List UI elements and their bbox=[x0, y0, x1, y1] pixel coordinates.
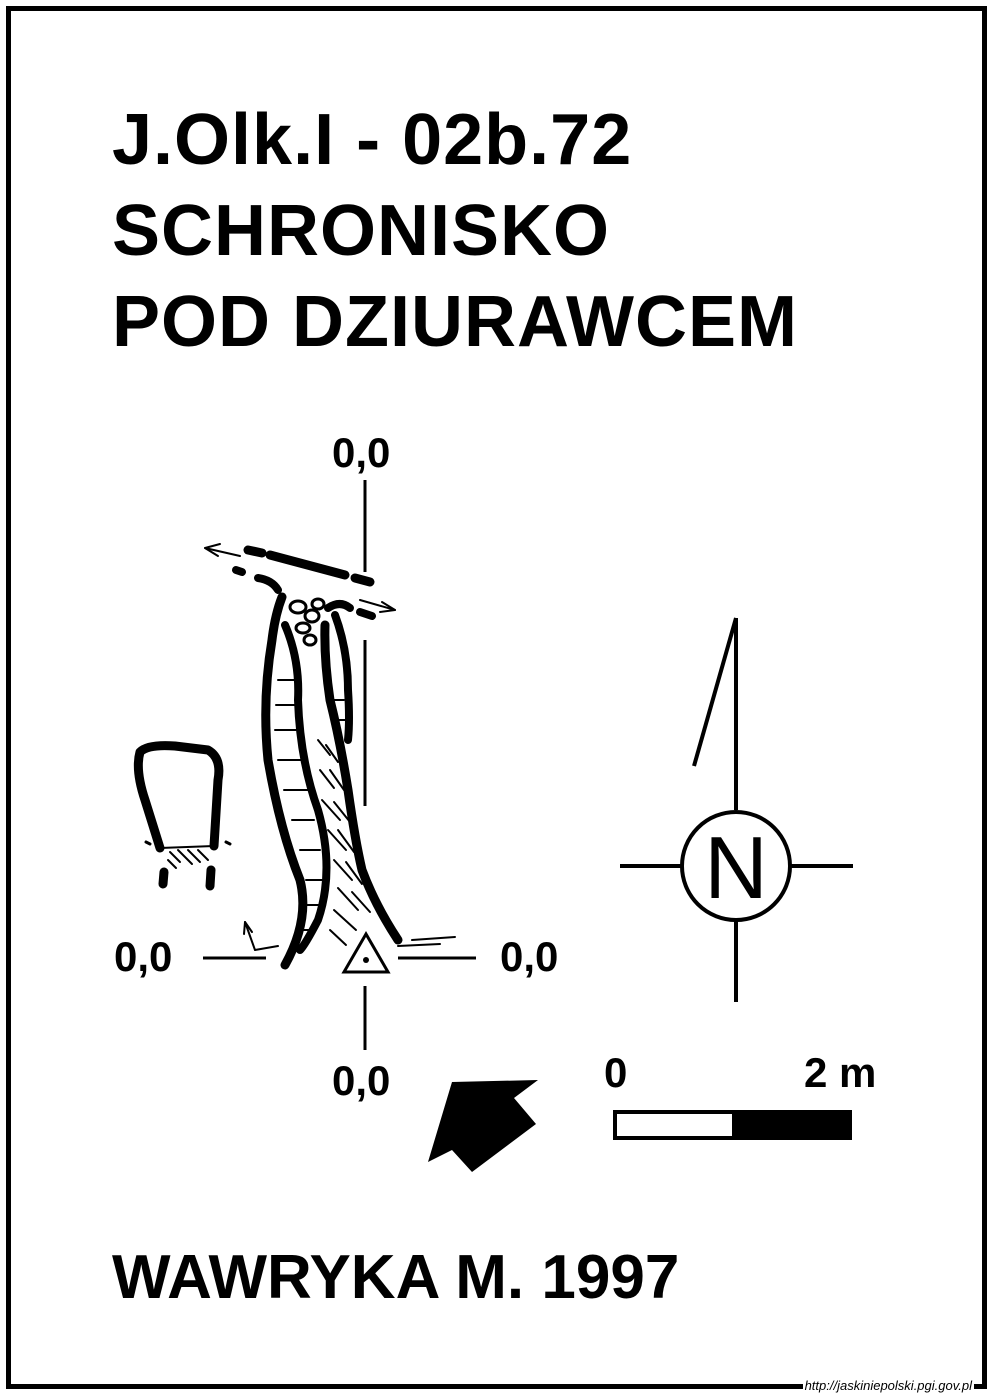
direction-arrow-left bbox=[204, 547, 241, 557]
datum-axes bbox=[203, 480, 476, 1050]
scale-bar-black bbox=[732, 1110, 852, 1140]
boulder bbox=[303, 608, 321, 624]
arrowhead bbox=[204, 543, 221, 557]
direction-arrow-right bbox=[359, 599, 396, 611]
north-arrow-icon bbox=[620, 617, 853, 1002]
entrance-cross-section bbox=[133, 741, 232, 891]
cave-code: J.Olk.I - 02b.72 bbox=[112, 100, 633, 180]
cave-plan bbox=[204, 543, 456, 970]
boulder bbox=[302, 633, 318, 647]
datum-label-right: 0,0 bbox=[500, 933, 559, 980]
entrance-direction-arrow-icon bbox=[428, 1080, 538, 1172]
scale-bar bbox=[613, 1110, 852, 1140]
datum-label-bottom: 0,0 bbox=[332, 1057, 391, 1104]
entrance-dash bbox=[350, 573, 375, 587]
entrance-dash bbox=[232, 566, 246, 576]
passage-edge bbox=[411, 936, 456, 941]
cave-wall-right bbox=[331, 611, 353, 744]
entrance-dash bbox=[254, 574, 282, 594]
cave-wall-inner bbox=[281, 621, 331, 954]
cave-name-line2: POD DZIURAWCEM bbox=[112, 282, 798, 362]
passage-edge bbox=[397, 943, 441, 947]
boulder bbox=[294, 621, 312, 635]
scale-bar-white bbox=[613, 1110, 736, 1140]
entrance-line bbox=[265, 550, 350, 580]
source-url: http://jaskiniepolski.pgi.gov.pl bbox=[802, 1378, 974, 1393]
cave-wall-left bbox=[261, 592, 308, 970]
cave-name-line1: SCHRONISKO bbox=[112, 191, 611, 271]
entrance-dash bbox=[356, 608, 376, 620]
survey-station-icon bbox=[341, 931, 391, 974]
arrowhead bbox=[243, 921, 253, 935]
boulder bbox=[310, 597, 326, 611]
scale-end-label: 2 m bbox=[804, 1049, 877, 1096]
datum-label-top: 0,0 bbox=[332, 429, 391, 476]
boulder bbox=[288, 599, 308, 615]
slope-hatching bbox=[274, 679, 371, 946]
author-credit: WAWRYKA M. 1997 bbox=[112, 1243, 680, 1312]
map-frame bbox=[6, 6, 987, 1389]
direction-arrow-small bbox=[244, 921, 256, 951]
datum-label-left: 0,0 bbox=[114, 933, 173, 980]
direction-arrow-tail bbox=[254, 945, 279, 951]
scale-start-label: 0 bbox=[604, 1049, 628, 1096]
entrance-dash bbox=[243, 545, 267, 558]
cave-wall-inner-right bbox=[320, 620, 403, 945]
north-letter: N bbox=[704, 818, 768, 917]
entrance-dash bbox=[324, 600, 354, 612]
arrowhead bbox=[379, 601, 396, 613]
